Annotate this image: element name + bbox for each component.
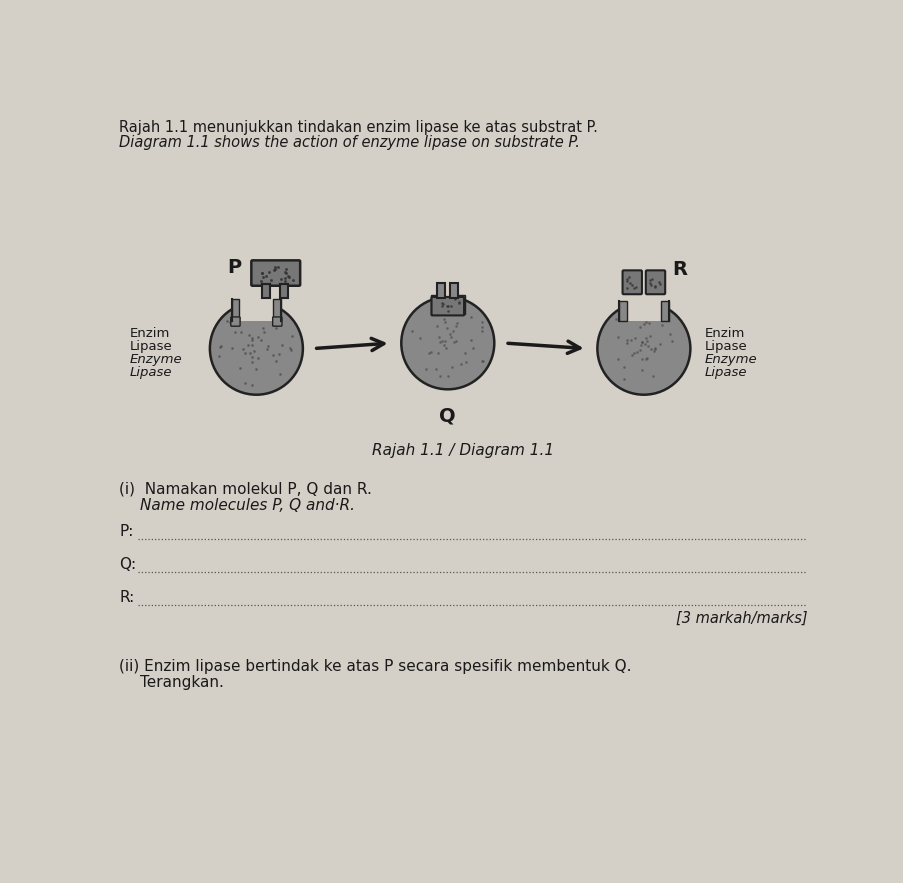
FancyBboxPatch shape [230, 317, 240, 326]
Circle shape [597, 302, 690, 395]
Text: P: P [228, 258, 241, 277]
Circle shape [209, 302, 303, 395]
Text: Rajah 1.1 / Diagram 1.1: Rajah 1.1 / Diagram 1.1 [372, 443, 554, 458]
Text: Diagram 1.1 shows the action of enzyme lipase on substrate P.: Diagram 1.1 shows the action of enzyme l… [119, 135, 580, 150]
Text: Enzyme: Enzyme [130, 353, 182, 366]
Bar [273, 299, 281, 321]
Text: Rajah 1.1 menunjukkan tindakan enzim lipase ke atas substrat P.: Rajah 1.1 menunjukkan tindakan enzim lip… [119, 120, 598, 135]
Text: P:: P: [119, 525, 134, 539]
Bar [436, 283, 444, 298]
Bar [626, 299, 660, 321]
Text: Terangkan.: Terangkan. [140, 675, 224, 690]
Text: Lipase: Lipase [130, 366, 172, 379]
Bar [619, 301, 626, 321]
Text: (ii) Enzim lipase bertindak ke atas P secara spesifik membentuk Q.: (ii) Enzim lipase bertindak ke atas P se… [119, 659, 631, 674]
FancyBboxPatch shape [251, 260, 300, 286]
Text: Q: Q [439, 406, 456, 426]
Bar [457, 296, 464, 313]
Text: Lipase: Lipase [130, 340, 172, 353]
FancyBboxPatch shape [645, 270, 665, 294]
Text: Lipase: Lipase [703, 366, 746, 379]
Text: Q:: Q: [119, 557, 136, 572]
Bar [450, 283, 457, 298]
Text: Lipase: Lipase [703, 340, 746, 353]
Text: (i)  Namakan molekul P, Q dan R.: (i) Namakan molekul P, Q dan R. [119, 482, 372, 497]
Text: Name molecules P, Q and·R.: Name molecules P, Q and·R. [140, 498, 355, 513]
Bar [239, 299, 273, 321]
Bar [430, 294, 464, 315]
Text: Enzim: Enzim [130, 327, 171, 340]
Bar [262, 283, 270, 298]
Text: [3 markah/marks]: [3 markah/marks] [675, 610, 806, 625]
Bar [231, 299, 239, 321]
Circle shape [401, 297, 494, 389]
Text: R:: R: [119, 591, 135, 605]
Bar [430, 296, 438, 313]
Text: Enzim: Enzim [703, 327, 744, 340]
Text: Enzyme: Enzyme [703, 353, 756, 366]
FancyBboxPatch shape [431, 297, 463, 315]
Text: R: R [671, 260, 686, 280]
FancyBboxPatch shape [622, 270, 641, 294]
Bar [279, 283, 288, 298]
FancyBboxPatch shape [273, 317, 282, 326]
Bar [660, 301, 668, 321]
